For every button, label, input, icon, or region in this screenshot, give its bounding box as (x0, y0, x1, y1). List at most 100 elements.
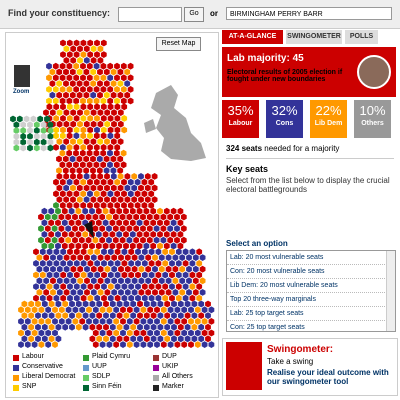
go-button[interactable]: Go (184, 7, 204, 22)
share-party: Lib Dem (314, 120, 343, 127)
hex-seat (40, 138, 47, 146)
hex-seat (70, 277, 77, 285)
hex-seat (27, 127, 33, 134)
constituency-select[interactable]: BIRMINGHAM PERRY BARR (226, 7, 392, 20)
hex-seat (56, 254, 63, 261)
tab[interactable]: AT-A-GLANCE (222, 30, 283, 44)
hex-seat (63, 184, 70, 192)
hex-seat (75, 300, 82, 308)
hex-seat (63, 45, 70, 53)
hex-seat (52, 62, 59, 70)
hex-seat (114, 97, 120, 105)
hex-seat (66, 149, 73, 157)
hex-seat (136, 231, 143, 238)
scrollbar[interactable] (386, 251, 395, 331)
hex-seat (179, 265, 186, 273)
hex-seat (94, 248, 101, 256)
hex-seat (73, 161, 79, 169)
hex-seat (169, 248, 175, 256)
hex-seat (56, 265, 63, 273)
hex-seat (177, 335, 184, 343)
hex-seat (109, 323, 116, 331)
hex-seat (144, 196, 151, 203)
hex-seat (171, 323, 177, 331)
option-item[interactable]: Lib Dem: 20 most vulnerable seats (227, 279, 395, 293)
hex-seat (24, 306, 31, 314)
hex-seat (59, 190, 66, 198)
hex-seat (167, 225, 174, 232)
option-item[interactable]: Top 20 three-way marginals (227, 293, 395, 307)
search-input[interactable] (118, 7, 182, 22)
hex-seat (100, 202, 107, 209)
promo[interactable]: Swingometer: Take a swing Realise your i… (222, 338, 398, 396)
hex-seat (20, 133, 27, 140)
hex-seat (97, 254, 104, 261)
hex-seat (106, 329, 113, 337)
hex-seat (150, 312, 157, 319)
tab[interactable]: SWINGOMETER (286, 30, 342, 44)
hex-seat (41, 231, 48, 238)
hex-seat (102, 207, 109, 215)
hex-seat (72, 213, 78, 221)
hex-seat (106, 236, 112, 244)
hex-seat (90, 289, 97, 296)
hex-seat (137, 323, 143, 331)
option-item[interactable]: Con: 25 top target seats (227, 321, 395, 331)
zoom-icon[interactable] (14, 65, 30, 87)
hex-seat (130, 335, 137, 343)
hex-seat (87, 144, 93, 151)
hex-seat (175, 294, 182, 302)
hex-seat (75, 242, 82, 250)
hex-seat (184, 323, 191, 331)
option-item[interactable]: Lab: 25 top target seats (227, 307, 395, 321)
hex-seat (89, 300, 96, 308)
hex-seat (53, 248, 60, 256)
hex-seat (143, 231, 150, 238)
hex-seat (55, 323, 62, 331)
hex-seat (208, 341, 215, 348)
hex-seat (63, 80, 69, 87)
hex-seat (182, 283, 189, 290)
hex-seat (97, 173, 104, 180)
hex-seat (120, 86, 127, 93)
hex-seat (90, 91, 97, 99)
hex-seat (49, 91, 56, 99)
hex-seat (58, 236, 65, 244)
hex-seat (100, 62, 107, 70)
hex-seat (13, 138, 20, 146)
zoom-label[interactable]: Zoom (13, 89, 30, 95)
hex-seat (145, 289, 152, 296)
hex-seat (111, 289, 118, 296)
hex-seat (120, 318, 126, 325)
hex-seat (103, 335, 109, 343)
hex-seat (72, 225, 78, 232)
hex-seat (52, 341, 58, 348)
option-item[interactable]: Con: 20 most vulnerable seats (227, 265, 395, 279)
hex-seat (72, 318, 79, 325)
hex-seat (199, 289, 206, 296)
hex-seat (117, 68, 124, 76)
hex-seat (41, 242, 48, 250)
reset-map-button[interactable]: Reset Map (156, 37, 201, 51)
hex-seat (205, 335, 211, 343)
hex-seat (123, 300, 130, 308)
hex-seat (192, 254, 199, 261)
hex-seat (75, 231, 82, 238)
hex-seat (89, 207, 95, 215)
hex-seat (77, 254, 84, 261)
hex-seat (73, 178, 80, 186)
hex-seat (95, 242, 102, 250)
hex-seat (179, 289, 186, 296)
hex-seat (171, 335, 177, 343)
hex-seat (201, 329, 208, 337)
legend-swatch (83, 375, 89, 381)
hex-seat (120, 161, 127, 169)
hex-seat (61, 231, 68, 238)
hex-seat (73, 190, 80, 198)
option-item[interactable]: Lab: 20 most vulnerable seats (227, 251, 395, 265)
tab[interactable]: POLLS (345, 30, 378, 44)
hex-seat (43, 289, 50, 296)
hex-seat (79, 161, 86, 169)
hex-seat (143, 300, 150, 308)
hex-seat (167, 341, 174, 348)
